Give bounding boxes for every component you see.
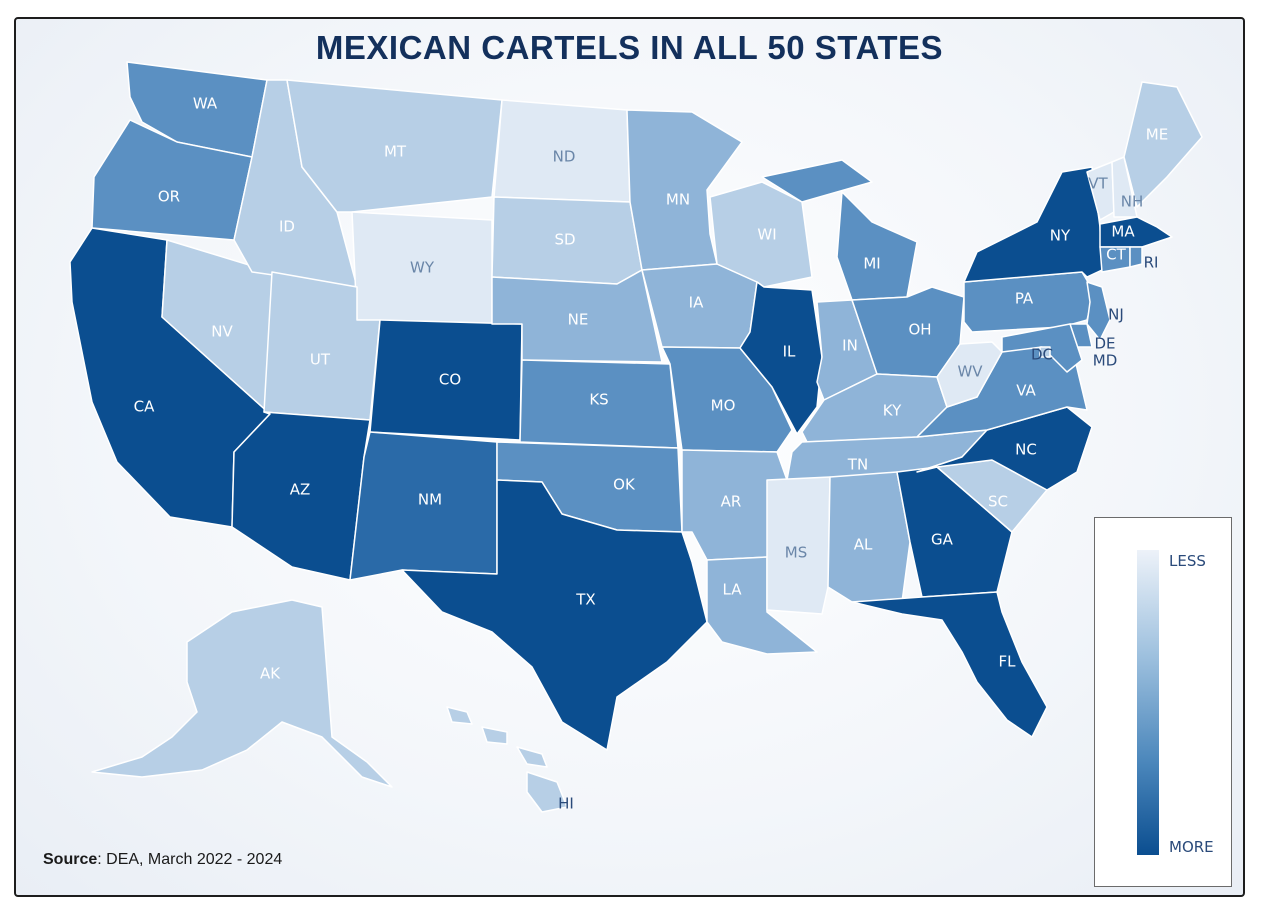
state-label-az: AZ <box>290 481 311 499</box>
state-label-ak: AK <box>260 665 281 683</box>
state-label-ma: MA <box>1111 223 1135 241</box>
state-label-md: MD <box>1093 352 1118 370</box>
state-label-wv: WV <box>957 363 983 381</box>
state-label-mo: MO <box>711 397 736 415</box>
legend-more-label: MORE <box>1169 838 1214 856</box>
state-label-sd: SD <box>554 231 575 249</box>
state-label-nc: NC <box>1015 441 1037 459</box>
state-label-va: VA <box>1016 382 1036 400</box>
state-label-la: LA <box>723 581 743 599</box>
state-label-ky: KY <box>883 402 902 420</box>
state-md <box>1001 323 1083 373</box>
state-label-ia: IA <box>689 294 704 312</box>
state-label-ar: AR <box>721 493 742 511</box>
state-label-mi: MI <box>863 255 880 273</box>
state-label-ut: UT <box>310 351 331 369</box>
state-label-wa: WA <box>193 95 218 113</box>
state-il <box>739 281 823 435</box>
source-note: Source: DEA, March 2022 - 2024 <box>43 851 282 869</box>
state-label-ok: OK <box>613 476 636 494</box>
state-label-pa: PA <box>1015 290 1034 308</box>
state-label-nm: NM <box>418 491 442 509</box>
state-label-nd: ND <box>553 148 576 166</box>
state-label-nv: NV <box>211 323 233 341</box>
state-label-tx: TX <box>575 591 595 609</box>
state-label-il: IL <box>783 343 796 361</box>
state-label-me: ME <box>1146 126 1168 144</box>
state-label-ri: RI <box>1144 254 1159 272</box>
state-label-nh: NH <box>1121 193 1144 211</box>
state-label-co: CO <box>439 371 461 389</box>
state-me <box>1123 81 1203 208</box>
legend-less-label: LESS <box>1169 552 1206 570</box>
state-az <box>231 411 371 581</box>
state-label-de: DE <box>1094 335 1115 353</box>
state-label-dc: DC <box>1031 346 1053 364</box>
state-label-ct: CT <box>1106 246 1126 264</box>
us-map: WA OR CA NV ID MT WY UT AZ CO NM ND SD NE KS OK TX MN IA MO… <box>69 61 1203 813</box>
page-title: MEXICAN CARTELS IN ALL 50 STATES <box>315 29 944 66</box>
state-label-nj: NJ <box>1108 306 1124 324</box>
state-wi <box>709 181 813 288</box>
state-mn <box>626 109 743 271</box>
map-frame: MEXICAN CARTELS IN ALL 50 STATES WA OR CA N… <box>14 17 1245 897</box>
state-label-ga: GA <box>931 531 954 549</box>
state-label-wy: WY <box>410 259 435 277</box>
state-label-tn: TN <box>847 456 868 474</box>
state-nj <box>1086 281 1111 341</box>
state-label-hi: HI <box>558 795 574 813</box>
source-text: : DEA, March 2022 - 2024 <box>97 851 283 868</box>
state-label-in: IN <box>842 337 858 355</box>
legend: LESS MORE <box>1094 517 1232 887</box>
state-ne <box>491 269 663 363</box>
state-label-mn: MN <box>666 191 690 209</box>
state-nc <box>916 406 1093 491</box>
state-label-ca: CA <box>134 398 155 416</box>
state-label-oh: OH <box>908 321 931 339</box>
state-dc <box>1039 346 1051 358</box>
state-label-id: ID <box>279 218 295 236</box>
state-label-mt: MT <box>384 143 407 161</box>
state-label-fl: FL <box>999 653 1017 671</box>
state-ak <box>91 599 393 788</box>
state-fl <box>851 591 1048 738</box>
state-label-vt: VT <box>1088 175 1108 193</box>
state-label-ms: MS <box>785 544 807 562</box>
state-ny <box>963 166 1103 283</box>
legend-gradient-bar <box>1137 550 1159 855</box>
source-label: Source <box>43 851 98 868</box>
state-hi <box>446 706 568 813</box>
state-label-or: OR <box>158 188 180 206</box>
state-label-wi: WI <box>757 226 776 244</box>
state-label-sc: SC <box>988 493 1008 511</box>
state-label-ny: NY <box>1050 227 1071 245</box>
state-label-ne: NE <box>568 311 589 329</box>
state-label-al: AL <box>854 536 873 554</box>
state-ri <box>1129 246 1143 268</box>
state-label-ks: KS <box>589 391 608 409</box>
